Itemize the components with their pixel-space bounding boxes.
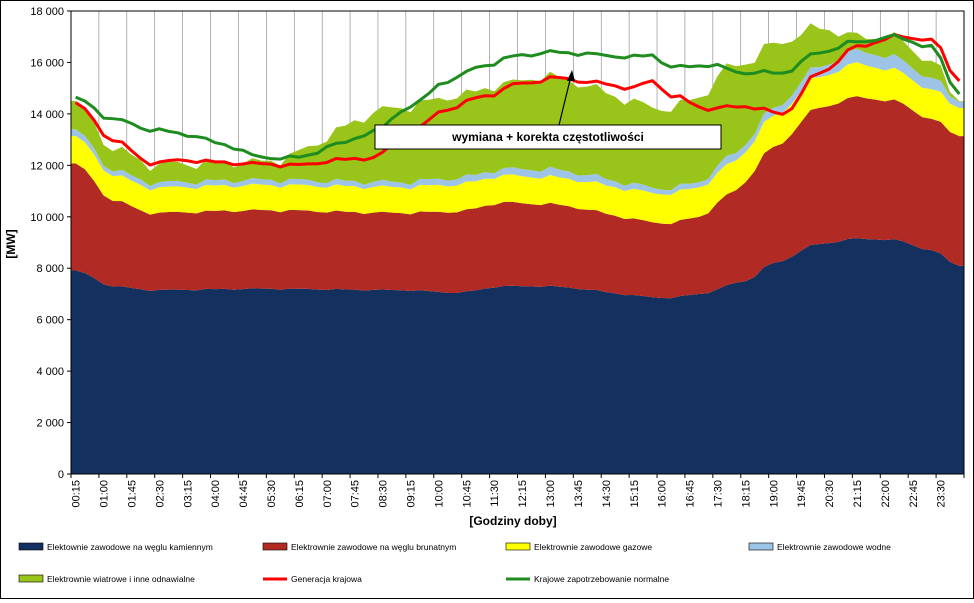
area-series-5: [71, 23, 964, 191]
x-axis-title: [Godziny doby]: [469, 514, 556, 528]
x-tick-label: 07:00: [322, 480, 334, 508]
x-tick-label: 21:15: [852, 480, 864, 508]
area-layers: [71, 23, 964, 474]
legend-label: Elektrownie wiatrowe i inne odnawialne: [47, 574, 195, 584]
x-tick-label: 00:15: [71, 480, 83, 508]
annotation: wymiana + korekta częstotliwości: [374, 70, 722, 150]
y-tick-label: 16 000: [30, 57, 64, 69]
y-tick-label: 18 000: [30, 6, 64, 18]
x-tick-label: 06:15: [294, 480, 306, 508]
legend-swatch: [505, 542, 531, 551]
x-tick-label: 22:00: [880, 480, 892, 508]
legend-swatch: [748, 542, 774, 551]
x-tick-label: 10:45: [461, 480, 473, 508]
x-tick-label: 14:30: [601, 480, 613, 508]
area-series-2: [71, 96, 964, 299]
legend-label: Generacja krajowa: [291, 574, 362, 584]
annotation-arrow-line: [558, 75, 572, 126]
x-tick-label: 01:00: [99, 480, 111, 508]
legend-label: Elektrownie zawodowe gazowe: [534, 542, 652, 552]
x-tick-label: 22:45: [908, 480, 920, 508]
axes: [67, 10, 965, 478]
x-tick-label: 09:15: [406, 480, 418, 508]
area-series-3: [71, 62, 964, 225]
y-tick-label: 8 000: [36, 263, 64, 275]
x-tick-label: 02:30: [154, 480, 166, 508]
annotation-box: [374, 124, 722, 150]
x-tick-label: 16:00: [657, 480, 669, 508]
x-tick-label: 13:45: [573, 480, 585, 508]
x-tick-label: 16:45: [685, 480, 697, 508]
y-tick-label: 4 000: [36, 366, 64, 378]
x-tick-label: 10:00: [433, 480, 445, 508]
line-series-1: [74, 33, 961, 169]
legend-label: Elektownie zawodowe na węglu kamiennym: [47, 542, 213, 552]
legend: Elektownie zawodowe na węglu kamiennym El…: [18, 542, 891, 584]
y-tick-label: 10 000: [30, 212, 64, 224]
legend-swatch: [18, 542, 44, 551]
x-tick-label: 17:30: [712, 480, 724, 508]
line-series-2: [75, 33, 961, 161]
x-tick-label: 04:00: [210, 480, 222, 508]
y-axis-title: [MW]: [4, 229, 18, 258]
legend-label: Elektrownie zawodowe wodne: [777, 542, 891, 552]
x-tick-label: 18:15: [740, 480, 752, 508]
x-tick-label: 12:15: [517, 480, 529, 508]
x-tick-label: 11:30: [489, 480, 501, 507]
annotation-arrow-head: [567, 70, 575, 81]
line-layers: [74, 33, 961, 169]
x-tick-labels: 00:15 01:00 01:45 02:30 03:15 04:00 04:45 05:30…: [71, 480, 948, 508]
y-tick-label: 14 000: [30, 109, 64, 121]
annotation-text: wymiana + korekta częstotliwości: [451, 130, 644, 144]
y-tick-label: 6 000: [36, 315, 64, 327]
y-tick-labels: 0 2 000 4 000 6 000 8 000 10 000 12 000 14 000 1…: [30, 6, 64, 481]
y-tick-label: 12 000: [30, 160, 64, 172]
x-tick-label: 20:30: [824, 480, 836, 508]
x-tick-label: 23:30: [936, 480, 948, 508]
x-tick-label: 01:45: [126, 480, 138, 508]
x-tick-label: 19:00: [768, 480, 780, 508]
x-tick-label: 07:45: [350, 480, 362, 508]
x-tick-label: 19:45: [796, 480, 808, 508]
area-series-1: [71, 238, 964, 474]
x-tick-label: 13:00: [545, 480, 557, 508]
x-tick-label: 08:30: [378, 480, 390, 508]
legend-swatch: [262, 542, 288, 551]
x-tick-label: 03:15: [182, 480, 194, 508]
area-series-4: [71, 48, 964, 195]
legend-label: Krajowe zapotrzebowanie normalne: [534, 574, 669, 584]
x-tick-label: 04:45: [238, 480, 250, 508]
legend-label: Elektrownie zawodowe na węglu brunatnym: [291, 542, 456, 552]
x-tick-label: 15:15: [629, 480, 641, 508]
y-tick-label: 2 000: [36, 418, 64, 430]
legend-swatch: [18, 574, 44, 583]
y-tick-label: 0: [58, 469, 64, 481]
x-tick-label: 05:30: [266, 480, 278, 508]
